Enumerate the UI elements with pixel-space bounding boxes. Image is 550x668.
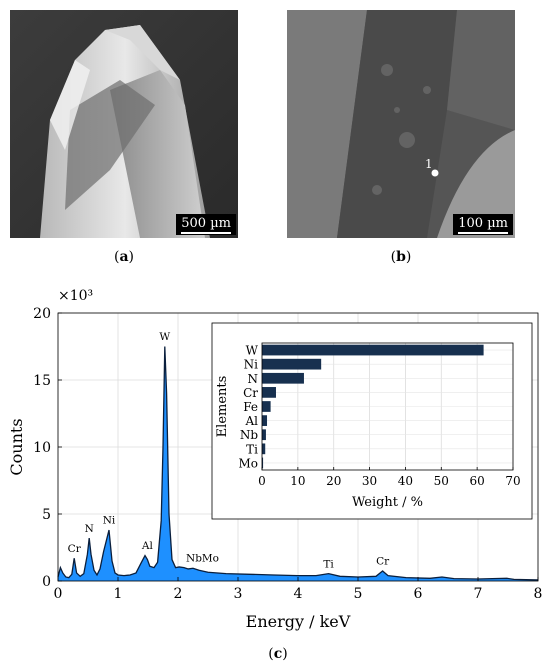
inset-bar [262,443,266,455]
sem-image-a: 500 µm [10,10,238,238]
x-tick-label: 3 [234,586,243,602]
y-tick-label: 0 [42,574,51,590]
sem-image-b: 1 100 µm [287,10,515,238]
inset-plot-frame [261,342,514,471]
caption-a: (a) [113,249,134,265]
inset-category-label: Mo [238,456,258,470]
x-tick-label: 5 [354,586,363,602]
peak-label: W [159,331,170,343]
inset-bar [262,387,276,398]
peak-label: N [85,523,94,535]
inset-x-tick-label: 0 [258,474,266,488]
peak-label: Al [141,540,154,552]
inset-bar [262,457,264,469]
inset-x-tick-label: 60 [470,474,485,488]
scale-bar-b-label: 100 µm [458,216,508,231]
inset-x-axis-label: Weight / % [352,495,423,510]
x-tick-label: 4 [294,586,303,602]
sem-image-a-drawing [10,10,238,238]
inset-bar [262,415,268,426]
inset-category-label: Nb [240,428,259,442]
spectrum-area [58,346,538,581]
caption-c: (c) [268,646,288,662]
scale-bar-a: 500 µm [176,214,236,235]
spectrum-line [57,346,539,581]
x-tick-label: 2 [174,586,183,602]
peak-label: Ti [323,558,334,570]
inset-bar [262,358,322,370]
y-tick-label: 10 [33,440,51,456]
inset-category-label: N [248,372,259,386]
scale-bar-a-label: 500 µm [181,216,231,231]
caption-c-letter: c [273,646,283,662]
inset-x-tick-label: 20 [326,474,341,488]
inset-x-tick-label: 50 [434,474,449,488]
inset-bars [262,344,484,469]
inset-category-label: Ti [246,442,258,456]
sem-image-b-drawing: 1 [287,10,515,238]
y-tick-label: 5 [42,507,51,523]
inset-bar [262,372,304,384]
x-tick-label: 8 [534,586,543,602]
inset-x-tick-label: 10 [290,474,305,488]
peak-label: NbMo [186,552,219,564]
inset-category-label: Cr [243,386,258,400]
caption-b: (b) [390,249,412,265]
inset-x-tick-label: 30 [362,474,377,488]
inset-category-label: W [246,344,259,358]
peak-label: Cr [376,556,390,568]
caption-a-letter: a [119,249,129,265]
y-tick-label: 15 [33,373,51,389]
inset-category-label: Al [244,414,258,428]
inset-y-axis-label: Elements [215,376,230,438]
x-tick-label: 7 [474,586,483,602]
x-tick-label: 0 [54,586,63,602]
inset-x-tick-label: 70 [505,474,520,488]
x-tick-label: 1 [114,586,123,602]
x-tick-label: 6 [414,586,423,602]
scale-bar-b: 100 µm [453,214,513,235]
peak-label: Ni [103,515,116,527]
y-axis-label: Counts [7,418,26,475]
scale-bar-a-line [181,232,231,234]
peak-label: Cr [68,543,82,555]
main-ticks: 0 1 2 3 4 5 6 7 8 0 5 10 15 20 [33,306,542,602]
x-axis-label: Energy / keV [246,612,351,631]
scale-bar-b-line [458,232,508,234]
inset-bar [262,344,484,356]
y-tick-label: 20 [33,306,51,322]
y-multiplier-label: ×10³ [58,288,93,304]
inset-bar [262,429,266,441]
inset-category-label: Ni [244,358,259,372]
caption-b-letter: b [396,249,406,265]
analysis-point-marker [431,169,439,177]
analysis-point-label: 1 [425,157,433,171]
inset-x-tick-label: 40 [398,474,413,488]
inset-bar [262,401,271,412]
inset-category-label: Fe [243,400,258,414]
